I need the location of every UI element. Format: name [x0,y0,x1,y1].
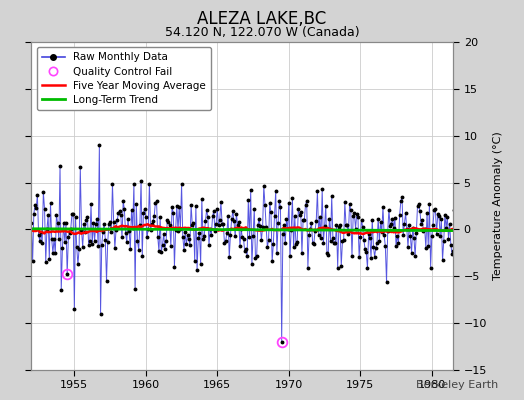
Legend: Raw Monthly Data, Quality Control Fail, Five Year Moving Average, Long-Term Tren: Raw Monthly Data, Quality Control Fail, … [37,47,211,110]
Text: 54.120 N, 122.070 W (Canada): 54.120 N, 122.070 W (Canada) [165,26,359,39]
Text: Berkeley Earth: Berkeley Earth [416,380,498,390]
Y-axis label: Temperature Anomaly (°C): Temperature Anomaly (°C) [493,132,503,280]
Text: ALEZA LAKE,BC: ALEZA LAKE,BC [198,10,326,28]
